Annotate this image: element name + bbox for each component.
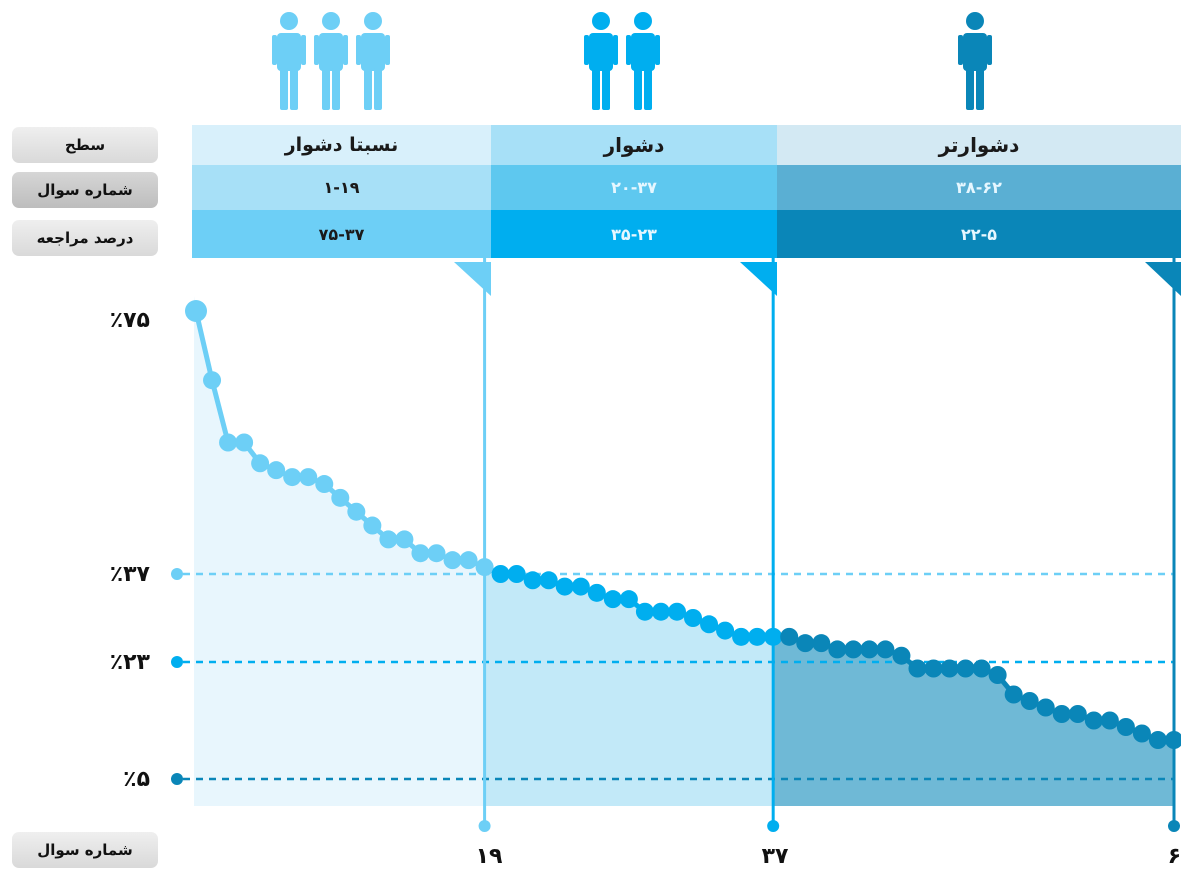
data-point: [732, 627, 751, 646]
data-point: [283, 468, 302, 487]
x-axis-label: شماره سوال: [12, 832, 158, 868]
data-point: [1084, 711, 1103, 730]
data-point: [700, 615, 719, 634]
x-tick-dot: [478, 820, 491, 832]
data-point: [988, 666, 1007, 684]
data-point: [235, 433, 254, 452]
data-point: [379, 530, 398, 549]
data-point: [1036, 698, 1055, 717]
data-point: [523, 571, 542, 590]
series-line-segment: [193, 308, 215, 383]
data-point: [443, 551, 462, 570]
data-point: [475, 558, 494, 577]
data-point: [363, 516, 382, 535]
data-point: [1165, 731, 1181, 749]
data-point: [571, 577, 590, 596]
row-label-reference-percent: درصد مراجعه: [12, 220, 158, 256]
data-point: [427, 544, 446, 563]
data-point: [940, 659, 959, 678]
data-point: [185, 300, 207, 322]
data-point: [972, 659, 991, 678]
y-tick-label: ٪۲۳: [109, 650, 150, 675]
data-point: [1116, 718, 1135, 736]
data-point: [603, 590, 622, 609]
area-band-group-3: [773, 636, 1174, 806]
data-point: [748, 627, 767, 646]
person-group-two-icon: [584, 12, 660, 110]
data-point: [1068, 705, 1087, 723]
data-point: [924, 659, 943, 678]
reference-dot: [171, 656, 183, 668]
group-pointer-1: [454, 262, 491, 296]
level-cell-group-2: دشوار: [491, 125, 777, 165]
data-point: [1020, 692, 1039, 710]
data-point: [876, 640, 895, 659]
data-point: [299, 468, 318, 487]
x-tick-label: ۳۷: [761, 844, 789, 869]
data-point: [667, 602, 686, 621]
data-point: [411, 544, 430, 563]
data-point: [507, 565, 526, 583]
level-cell-group-1: نسبتا دشوار: [192, 125, 491, 165]
data-point: [1004, 685, 1023, 704]
data-point: [347, 502, 366, 521]
questions-cell-group-2: ۲۰-۳۷: [491, 165, 777, 210]
data-point: [1132, 724, 1151, 743]
data-point: [1148, 731, 1167, 749]
data-point: [764, 627, 783, 646]
reference-dot: [171, 773, 183, 785]
data-point: [491, 565, 510, 583]
data-point: [555, 577, 574, 596]
group-pointer-2: [740, 262, 777, 296]
data-point: [796, 634, 815, 653]
data-point: [828, 640, 847, 659]
data-point: [219, 433, 238, 452]
data-point: [1052, 705, 1071, 723]
data-point: [844, 640, 863, 659]
data-point: [892, 646, 911, 665]
data-point: [1100, 711, 1119, 730]
data-point: [635, 602, 654, 621]
questions-cell-group-1: ۱-۱۹: [192, 165, 491, 210]
data-point: [716, 621, 735, 640]
person-group-three-icon: [272, 12, 390, 110]
data-point: [331, 488, 350, 507]
percent-cell-group-1: ۷۵-۳۷: [192, 210, 491, 258]
x-tick-label: ۶۲: [1167, 844, 1181, 869]
data-point: [619, 590, 638, 609]
data-point: [812, 634, 831, 653]
area-band-group-1: [194, 296, 485, 806]
x-tick-label: ۱۹: [475, 844, 503, 869]
data-point: [684, 609, 703, 627]
data-point: [315, 475, 334, 494]
percent-cell-group-3: ۲۲-۵: [777, 210, 1181, 258]
data-point: [956, 659, 975, 678]
data-point: [459, 551, 478, 570]
y-tick-label: ٪۵: [123, 767, 150, 792]
percent-cell-group-2: ۳۵-۲۳: [491, 210, 777, 258]
questions-cell-group-3: ۳۸-۶۲: [777, 165, 1181, 210]
x-tick-dot: [767, 820, 780, 832]
group-pointer-3: [1145, 262, 1181, 296]
data-point: [251, 454, 270, 473]
row-label-question-number: شماره سوال: [12, 172, 158, 208]
data-point: [587, 583, 606, 602]
x-tick-dot: [1168, 820, 1180, 832]
data-point: [395, 530, 414, 549]
y-tick-label: ٪۳۷: [109, 562, 150, 587]
data-point: [267, 461, 286, 480]
level-cell-group-3: دشوارتر: [777, 125, 1181, 165]
reference-dot: [171, 568, 183, 580]
data-point: [860, 640, 879, 659]
person-single-icon: [958, 12, 992, 110]
data-point: [780, 627, 799, 646]
series-line-segment: [209, 377, 231, 445]
data-point: [908, 659, 927, 678]
data-point: [539, 571, 558, 590]
data-point: [651, 602, 670, 621]
row-label-level: سطح: [12, 127, 158, 163]
y-tick-label: ٪۷۵: [109, 308, 150, 333]
data-point: [203, 371, 222, 390]
